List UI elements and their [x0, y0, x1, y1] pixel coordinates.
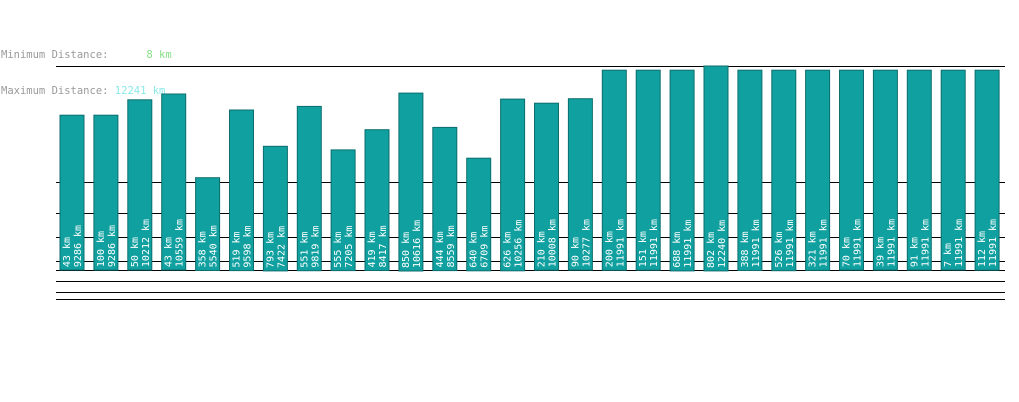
bar-min-label: 91 km: [909, 237, 920, 267]
bar-min-label: 802 km: [706, 232, 717, 268]
bar-min-label: 419 km: [367, 231, 378, 267]
bar: [601, 69, 627, 271]
bar-max-label: 9819 km: [310, 226, 321, 268]
bar-min-label: 70 km: [842, 237, 853, 267]
bar: [93, 114, 119, 271]
bar-max-label: 7205 km: [344, 226, 355, 268]
bar-min-label: 444 km: [435, 231, 446, 267]
bar-max-label: 8417 km: [378, 225, 389, 267]
bar-min-label: 793 km: [265, 232, 276, 268]
bar-max-label: 11991 km: [988, 219, 999, 267]
bar-max-label: 6709 km: [480, 226, 491, 268]
bar-min-label: 200 km: [604, 231, 615, 267]
bar-max-label: 11991 km: [853, 219, 864, 267]
bar: [262, 145, 288, 272]
bar: [296, 105, 322, 272]
legend-max-row: Maximum Distance: 12241 km: [1, 85, 172, 97]
bar-max-label: 9598 km: [243, 225, 254, 267]
bar: [567, 98, 593, 271]
bar-max-label: 8559 km: [446, 225, 457, 267]
bar: [398, 92, 424, 272]
bar: [534, 102, 559, 271]
bar-min-label: 112 km: [977, 231, 988, 267]
bar: [364, 129, 390, 271]
bar-max-label: 12240 km: [717, 220, 728, 268]
bar: [635, 69, 661, 271]
bar: [906, 69, 932, 271]
bar-min-label: 210 km: [537, 231, 548, 267]
bar-min-label: 7 km: [943, 243, 954, 267]
bar-min-label: 100 km: [96, 231, 107, 267]
bar: [872, 69, 898, 271]
bar-max-label: 10256 km: [514, 220, 525, 268]
bar-min-label: 90 km: [570, 237, 581, 267]
bar: [500, 98, 526, 272]
bar-min-label: 43 km: [62, 237, 73, 267]
bar: [974, 69, 1000, 271]
bar-min-label: 43 km: [164, 237, 175, 267]
legend-min-row: Minimum Distance: 8 km: [1, 49, 172, 61]
bar-min-label: 688 km: [672, 232, 683, 268]
bar-max-label: 9286 km: [107, 225, 118, 267]
bar: [805, 69, 831, 271]
legend-min-value: 8 km: [146, 49, 172, 61]
bar-max-label: 11991 km: [920, 219, 931, 267]
bar: [59, 114, 85, 271]
bar-max-label: 10616 km: [412, 220, 423, 268]
bar-min-label: 626 km: [503, 232, 514, 268]
bar-max-label: 11991 km: [683, 220, 694, 268]
bar-max-label: 11991 km: [954, 219, 965, 267]
bar: [161, 93, 187, 271]
bar-min-label: 555 km: [333, 232, 344, 268]
bar-max-label: 11991 km: [615, 219, 626, 267]
bar: [127, 99, 153, 271]
bar-min-label: 850 km: [401, 232, 412, 268]
bar-min-label: 526 km: [774, 231, 785, 267]
bar-min-label: 358 km: [198, 231, 209, 267]
bar-min-label: 50 km: [130, 237, 141, 267]
bar-max-label: 11991 km: [785, 219, 796, 267]
bar-min-label: 151 km: [638, 231, 649, 267]
bar-max-label: 7422 km: [276, 226, 287, 268]
bar-min-label: 39 km: [875, 237, 886, 267]
bar-max-label: 11991 km: [751, 219, 762, 267]
bar: [703, 65, 729, 272]
bar-max-label: 10277 km: [581, 219, 592, 267]
bar-min-label: 321 km: [808, 231, 819, 267]
bar: [940, 69, 966, 271]
bar-max-label: 10559 km: [175, 219, 186, 267]
bar-max-label: 11991 km: [819, 219, 830, 267]
bar: [229, 109, 254, 272]
bar-max-label: 11991 km: [649, 219, 660, 267]
bar-max-label: 5540 km: [209, 225, 220, 267]
bar-max-label: 9286 km: [73, 225, 84, 267]
legend: Minimum Distance: 8 km Maximum Distance:…: [1, 25, 172, 109]
bar: [669, 69, 695, 272]
bar-min-label: 519 km: [232, 231, 243, 267]
bar: [432, 126, 458, 272]
bar: [771, 69, 797, 272]
legend-min-label: Minimum Distance:: [1, 49, 109, 61]
bar-min-label: 551 km: [299, 232, 310, 268]
bar: [466, 157, 492, 272]
bar: [839, 69, 864, 271]
bar-min-label: 640 km: [469, 232, 480, 268]
bar-max-label: 11991 km: [886, 219, 897, 267]
bar: [195, 177, 221, 271]
legend-max-label: Maximum Distance:: [1, 85, 109, 97]
bar: [330, 149, 356, 272]
bar-max-label: 10008 km: [548, 219, 559, 267]
bar-max-label: 10212 km: [141, 219, 152, 267]
bar: [737, 69, 763, 271]
bar-min-label: 388 km: [740, 231, 751, 267]
